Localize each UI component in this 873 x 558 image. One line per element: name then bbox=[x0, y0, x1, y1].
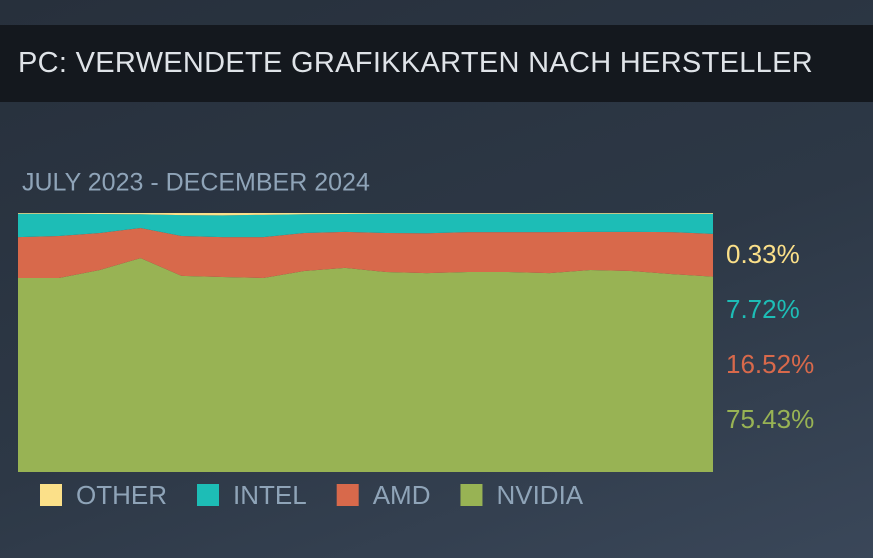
area bbox=[18, 258, 713, 472]
legend-swatch bbox=[40, 484, 62, 506]
chart-subtitle: JULY 2023 - DECEMBER 2024 bbox=[22, 169, 370, 197]
legend-label: INTEL bbox=[233, 480, 307, 510]
legend-label: AMD bbox=[373, 480, 431, 510]
legend-swatch bbox=[197, 484, 219, 506]
legend-swatch bbox=[460, 484, 483, 506]
legend-label: OTHER bbox=[76, 480, 167, 510]
area bbox=[18, 213, 713, 216]
value-label: 16.52% bbox=[726, 349, 814, 379]
area bbox=[18, 213, 713, 238]
value-label: 75.43% bbox=[726, 404, 814, 434]
chart-title: PC: VERWENDETE GRAFIKKARTEN NACH HERSTEL… bbox=[18, 47, 813, 79]
header-bar: PC: VERWENDETE GRAFIKKARTEN NACH HERSTEL… bbox=[0, 25, 873, 102]
legend-label: NVIDIA bbox=[496, 480, 583, 510]
legend-swatch bbox=[336, 484, 359, 506]
value-label: 0.33% bbox=[726, 239, 800, 269]
value-label: 7.72% bbox=[726, 294, 800, 324]
area bbox=[18, 228, 713, 279]
